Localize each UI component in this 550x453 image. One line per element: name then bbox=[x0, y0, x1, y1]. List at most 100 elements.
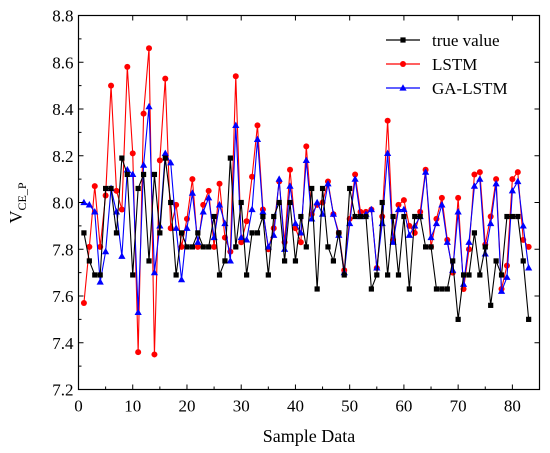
data-point bbox=[232, 121, 240, 128]
data-point bbox=[194, 238, 202, 245]
data-point bbox=[352, 171, 359, 178]
data-point bbox=[86, 243, 93, 250]
x-tick-label: 60 bbox=[395, 397, 412, 416]
data-point bbox=[232, 73, 239, 80]
legend-marker bbox=[400, 37, 406, 43]
data-point bbox=[504, 213, 510, 220]
data-point bbox=[455, 194, 462, 201]
data-point bbox=[194, 243, 201, 250]
data-point bbox=[405, 231, 413, 238]
data-point bbox=[438, 194, 445, 201]
data-point bbox=[417, 208, 424, 215]
data-point bbox=[238, 199, 244, 206]
data-point bbox=[427, 233, 435, 241]
data-point bbox=[459, 280, 468, 287]
data-point bbox=[81, 230, 87, 236]
data-point bbox=[367, 205, 375, 213]
data-point bbox=[96, 278, 104, 285]
data-point bbox=[455, 316, 461, 322]
series-layer bbox=[80, 45, 533, 358]
data-point bbox=[384, 117, 391, 124]
data-point bbox=[347, 185, 353, 192]
y-tick-label: 7.4 bbox=[52, 334, 74, 353]
data-point bbox=[526, 316, 532, 322]
y-tick-label: 8.6 bbox=[52, 53, 73, 72]
data-point bbox=[157, 230, 163, 236]
x-tick-label: 40 bbox=[287, 397, 304, 416]
data-point bbox=[385, 272, 391, 278]
data-point bbox=[400, 197, 407, 204]
data-point bbox=[140, 171, 147, 178]
data-point bbox=[177, 275, 186, 283]
data-point bbox=[443, 238, 451, 245]
data-point bbox=[108, 185, 114, 192]
data-point bbox=[215, 201, 224, 208]
data-point bbox=[189, 244, 195, 250]
data-point bbox=[249, 230, 255, 236]
data-point bbox=[395, 201, 402, 208]
data-point bbox=[119, 155, 125, 161]
data-point bbox=[253, 135, 262, 142]
data-point bbox=[454, 208, 462, 215]
data-point bbox=[216, 180, 223, 187]
data-point bbox=[303, 143, 310, 150]
data-point bbox=[406, 286, 412, 292]
data-point bbox=[423, 244, 429, 250]
data-point bbox=[309, 185, 315, 192]
data-point bbox=[140, 110, 147, 117]
data-point bbox=[276, 199, 282, 206]
data-point bbox=[400, 205, 408, 213]
data-point bbox=[244, 272, 250, 278]
x-tick-label: 20 bbox=[178, 397, 195, 416]
data-point bbox=[151, 171, 158, 178]
data-point bbox=[470, 182, 479, 189]
data-point bbox=[135, 185, 141, 192]
data-point bbox=[222, 258, 228, 264]
data-point bbox=[515, 213, 521, 220]
data-point bbox=[477, 272, 483, 278]
data-point bbox=[514, 177, 522, 185]
data-point bbox=[178, 230, 185, 236]
data-point bbox=[373, 264, 381, 271]
data-point bbox=[466, 272, 472, 278]
legend-marker bbox=[400, 61, 406, 67]
data-point bbox=[199, 208, 207, 215]
data-point bbox=[313, 198, 321, 206]
data-point bbox=[433, 286, 440, 292]
data-point bbox=[324, 180, 332, 187]
data-point bbox=[92, 272, 98, 278]
data-point bbox=[254, 230, 261, 236]
data-point bbox=[167, 158, 175, 166]
data-point bbox=[102, 247, 110, 255]
data-point bbox=[330, 258, 337, 264]
data-point bbox=[412, 213, 418, 220]
legend-item: GA-LSTM bbox=[386, 79, 508, 98]
data-point bbox=[113, 230, 120, 236]
data-point bbox=[264, 243, 272, 250]
data-point bbox=[97, 272, 103, 278]
data-point bbox=[188, 189, 196, 196]
data-point bbox=[248, 205, 256, 213]
data-point bbox=[205, 194, 213, 201]
data-point bbox=[460, 272, 467, 278]
data-point bbox=[422, 168, 430, 175]
data-point bbox=[227, 155, 233, 161]
y-tick-label: 7.6 bbox=[52, 287, 73, 306]
data-point bbox=[259, 208, 267, 215]
data-point bbox=[487, 219, 495, 227]
data-point bbox=[352, 213, 358, 220]
data-point bbox=[439, 286, 445, 292]
data-point bbox=[378, 219, 386, 227]
x-tick-label: 50 bbox=[341, 397, 358, 416]
x-tick-label: 0 bbox=[74, 397, 83, 416]
data-point bbox=[292, 258, 299, 264]
data-point bbox=[401, 213, 407, 220]
data-point bbox=[482, 244, 488, 250]
data-point bbox=[471, 171, 478, 178]
data-point bbox=[302, 156, 310, 164]
data-point bbox=[519, 222, 527, 229]
data-point bbox=[488, 302, 494, 308]
legend-label: LSTM bbox=[432, 55, 477, 74]
data-point bbox=[162, 75, 169, 82]
data-point bbox=[205, 187, 212, 194]
